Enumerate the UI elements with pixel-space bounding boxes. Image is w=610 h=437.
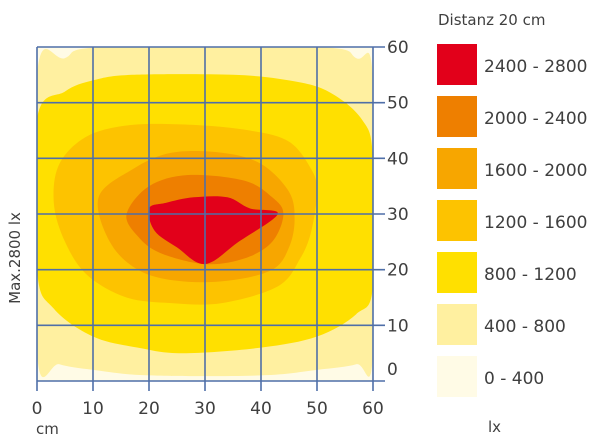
legend-swatch: [437, 200, 477, 241]
legend: 2400 - 2800 2000 - 2400 1600 - 2000 1200 - …: [437, 44, 587, 397]
x-tick-label: 20: [138, 399, 160, 419]
legend-label: 400 - 800: [484, 317, 566, 337]
legend-label: 1200 - 1600: [484, 213, 587, 233]
y-tick-label: 60: [387, 38, 409, 58]
legend-label: 1600 - 2000: [484, 161, 587, 181]
legend-title: Distanz 20 cm: [438, 11, 545, 29]
x-axis-unit-label: cm: [36, 420, 59, 437]
x-tick-label: 30: [194, 399, 216, 419]
x-tick-label: 50: [306, 399, 328, 419]
legend-swatch: [437, 96, 477, 137]
x-tick-label: 10: [82, 399, 104, 419]
grid-lines: [36, 46, 385, 391]
legend-swatch: [437, 252, 477, 293]
legend-label: 800 - 1200: [484, 265, 577, 285]
legend-swatch: [437, 44, 477, 85]
legend-label: 2400 - 2800: [484, 57, 587, 77]
y-tick-label: 10: [387, 316, 409, 336]
x-tick-label: 0: [32, 399, 43, 419]
legend-swatch: [437, 304, 477, 345]
y-axis-label: Max.2800 lx: [6, 212, 24, 304]
x-tick-label: 60: [362, 399, 384, 419]
legend-label: 2000 - 2400: [484, 109, 587, 129]
y-tick-label: 40: [387, 149, 409, 169]
y-tick-label: 20: [387, 261, 409, 281]
legend-swatch: [437, 356, 477, 397]
x-tick-label: 40: [250, 399, 272, 419]
y-tick-label: 30: [387, 205, 409, 225]
legend-unit-label: lx: [488, 418, 501, 436]
y-tick-label: 0: [387, 360, 398, 380]
y-tick-label: 50: [387, 94, 409, 114]
legend-label: 0 - 400: [484, 369, 544, 389]
legend-swatch: [437, 148, 477, 189]
